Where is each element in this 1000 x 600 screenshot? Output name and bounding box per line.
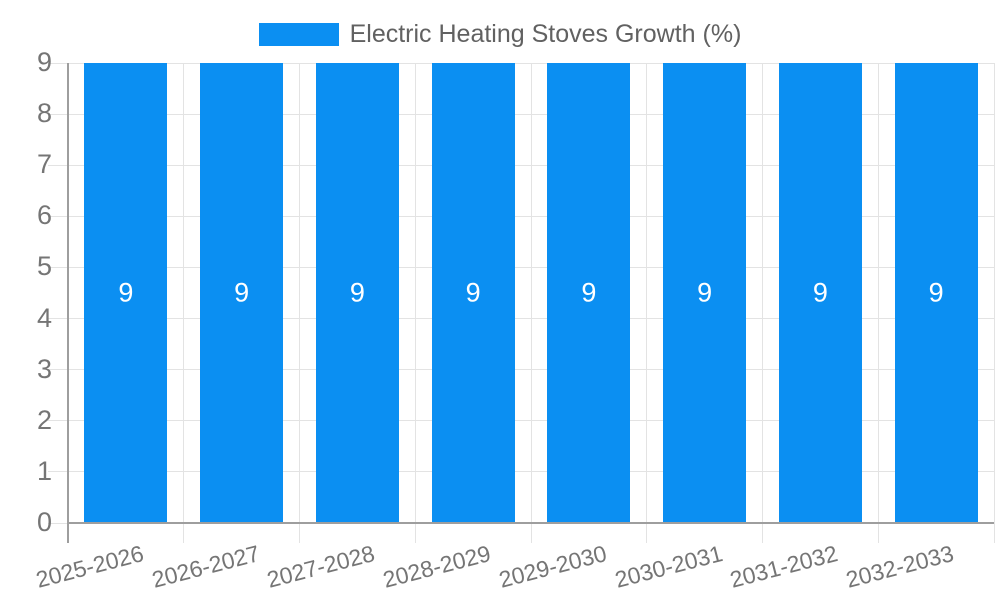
legend: Electric Heating Stoves Growth (%) [0, 20, 1000, 48]
bar-value-label: 9 [349, 277, 365, 308]
legend-swatch [258, 22, 339, 46]
x-gridline [877, 63, 879, 543]
y-tick-mark [48, 215, 68, 217]
y-axis-tick-label: 2 [36, 404, 52, 435]
y-tick-mark [48, 266, 68, 268]
y-tick-mark [48, 318, 68, 320]
y-axis-tick-label: 4 [36, 302, 52, 333]
bar-value-label: 9 [581, 277, 597, 308]
x-gridline [414, 63, 416, 543]
x-gridline [762, 63, 763, 543]
bar: 9 [894, 63, 978, 523]
y-tick-mark [48, 113, 68, 115]
x-gridline [299, 63, 300, 543]
y-axis-tick-label: 8 [36, 98, 52, 129]
bar: 9 [547, 63, 631, 523]
bar: 9 [778, 63, 862, 523]
y-tick-mark [48, 62, 68, 64]
bar: 9 [315, 63, 399, 523]
x-gridline [646, 63, 648, 543]
bar: 9 [431, 63, 515, 523]
bar: 9 [663, 63, 747, 523]
y-axis-tick-label: 3 [36, 353, 52, 384]
y-axis-line [67, 63, 69, 543]
bar-value-label: 9 [697, 277, 713, 308]
bar-value-label: 9 [465, 277, 481, 308]
y-axis-tick-label: 9 [36, 47, 52, 77]
bar-value-label: 9 [812, 277, 828, 308]
y-tick-mark [48, 164, 68, 166]
y-axis-tick-label: 1 [36, 455, 52, 486]
y-tick-mark [48, 420, 68, 422]
y-axis-tick-label: 0 [36, 507, 52, 537]
bar-value-label: 9 [928, 277, 944, 308]
y-tick-mark [48, 369, 68, 371]
y-tick-mark [48, 522, 68, 524]
bar: 9 [200, 63, 284, 523]
y-axis-tick-label: 7 [36, 149, 52, 180]
y-axis-tick-label: 5 [36, 251, 52, 282]
bar-value-label: 9 [234, 277, 250, 308]
bar-value-label: 9 [118, 277, 134, 308]
x-gridline [530, 63, 532, 543]
legend-label: Electric Heating Stoves Growth (%) [349, 19, 742, 48]
x-gridline [183, 63, 185, 543]
plot-area: 0 1 2 3 4 5 6 7 8 9 9 9 9 9 9 9 9 9 2025-2026 2026-2027 2027… [33, 49, 995, 593]
bar: 9 [84, 63, 168, 523]
y-axis-tick-label: 6 [36, 200, 52, 231]
y-tick-mark [48, 471, 68, 473]
x-gridline [993, 63, 995, 543]
x-axis-line [68, 522, 994, 524]
